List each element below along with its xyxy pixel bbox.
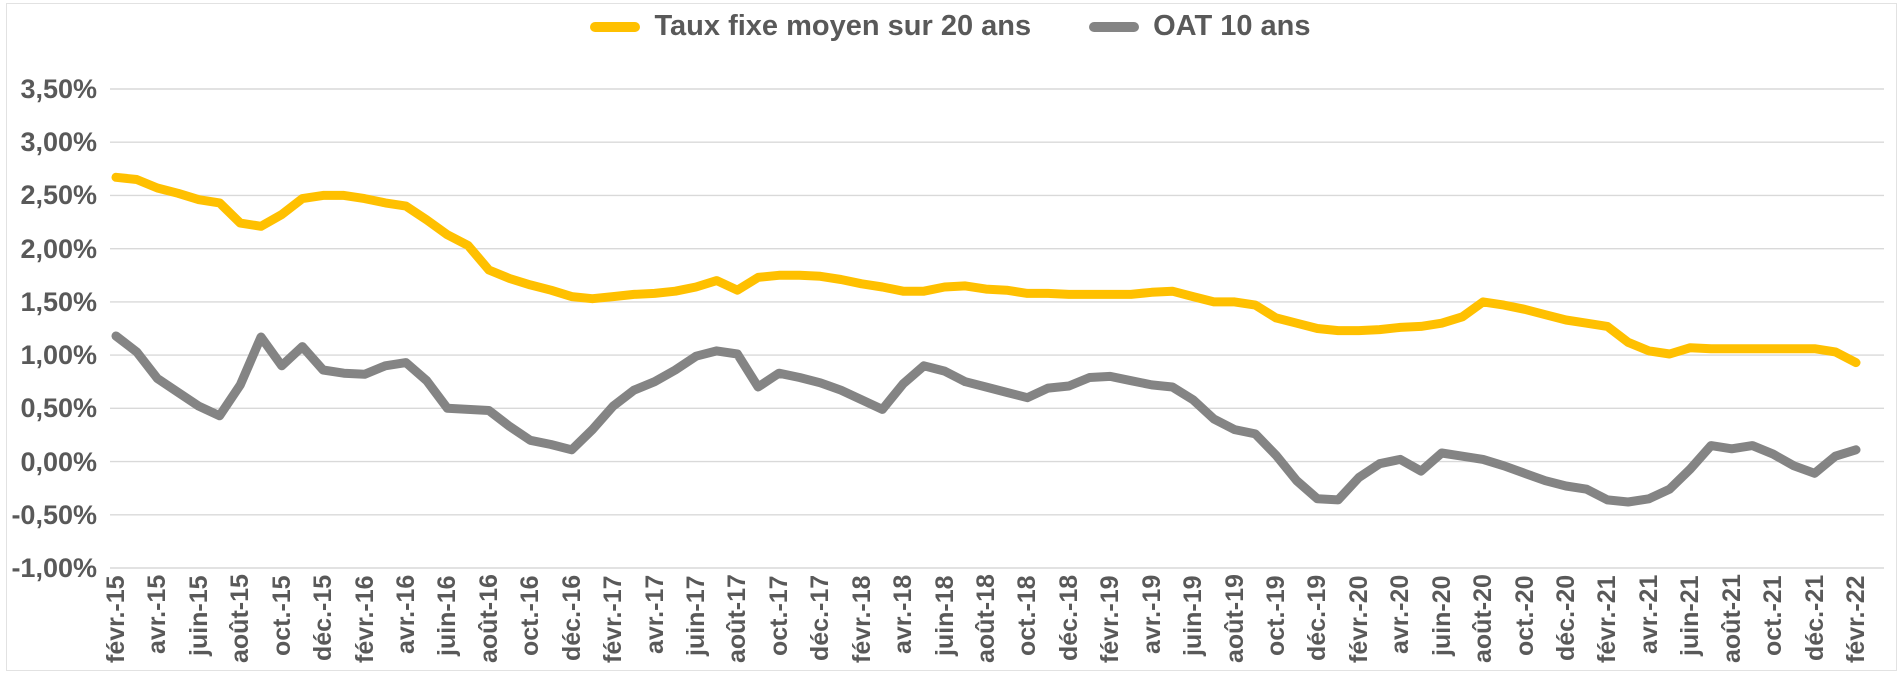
series-line-oat xyxy=(111,331,1861,507)
x-tick-label: déc.-21 xyxy=(1800,575,1829,662)
legend: Taux fixe moyen sur 20 ans OAT 10 ans xyxy=(0,10,1901,43)
y-tick-label: -0,50% xyxy=(11,499,97,530)
x-tick-label: oct.-21 xyxy=(1759,575,1788,656)
legend-label-oat: OAT 10 ans xyxy=(1153,10,1311,42)
x-tick-label: févr.-15 xyxy=(102,575,130,663)
x-tick-label: avr.-15 xyxy=(143,575,172,655)
x-tick-label: févr.-17 xyxy=(599,575,628,663)
legend-swatch-taux-fixe xyxy=(590,21,641,32)
x-tick-label: avr.-16 xyxy=(392,575,420,655)
x-tick-label: oct.-15 xyxy=(267,575,296,656)
x-tick-label: déc.-19 xyxy=(1303,575,1332,662)
x-tick-label: juin-15 xyxy=(184,575,213,656)
x-tick-label: juin-18 xyxy=(930,575,959,656)
x-tick-label: févr.-19 xyxy=(1096,575,1125,663)
y-tick-label: 0,00% xyxy=(20,446,97,477)
x-tick-label: déc.-15 xyxy=(309,575,338,662)
x-tick-label: oct.-16 xyxy=(516,575,545,656)
y-tick-label: 1,00% xyxy=(20,340,97,371)
y-tick-label: 2,50% xyxy=(20,180,97,211)
x-tick-label: févr.-20 xyxy=(1344,575,1373,663)
y-tick-label: 3,50% xyxy=(20,74,97,104)
x-tick-label: avr.-19 xyxy=(1137,575,1166,655)
legend-item-oat: OAT 10 ans xyxy=(1089,10,1311,43)
x-tick-label: juin-20 xyxy=(1427,575,1456,656)
y-tick-label: 2,00% xyxy=(20,233,97,264)
x-tick-label: août-19 xyxy=(1220,574,1249,663)
x-tick-label: avr.-21 xyxy=(1634,575,1663,655)
x-tick-label: févr.-22 xyxy=(1842,575,1870,663)
x-tick-label: août-17 xyxy=(723,574,752,663)
y-tick-label: 1,50% xyxy=(20,286,97,317)
x-tick-label: déc.-20 xyxy=(1552,575,1580,662)
x-tick-label: oct.-19 xyxy=(1262,575,1290,656)
x-tick-label: déc.-16 xyxy=(557,575,586,662)
x-tick-label: juin-17 xyxy=(682,575,710,656)
x-tick-label: avr.-20 xyxy=(1386,575,1415,655)
x-tick-label: déc.-18 xyxy=(1054,575,1083,662)
x-tick-label: oct.-17 xyxy=(764,575,793,656)
x-tick-label: oct.-18 xyxy=(1013,575,1042,656)
x-tick-label: févr.-16 xyxy=(350,575,379,663)
x-tick-label: déc.-17 xyxy=(806,575,835,662)
x-tick-label: févr.-18 xyxy=(847,575,876,663)
x-tick-label: févr.-21 xyxy=(1593,575,1622,663)
x-tick-label: août-21 xyxy=(1717,574,1746,663)
y-tick-label: -1,00% xyxy=(11,553,97,583)
y-tick-label: 3,00% xyxy=(20,127,97,158)
x-tick-label: avr.-17 xyxy=(640,575,669,655)
x-tick-label: août-18 xyxy=(972,574,1000,663)
series-line-taux-fixe xyxy=(111,172,1861,368)
x-tick-label: juin-16 xyxy=(433,575,462,656)
x-tick-label: août-16 xyxy=(474,574,503,663)
legend-item-taux-fixe: Taux fixe moyen sur 20 ans xyxy=(590,10,1031,43)
x-tick-label: août-20 xyxy=(1469,574,1498,663)
y-tick-label: 0,50% xyxy=(20,393,97,424)
x-tick-label: avr.-18 xyxy=(889,575,918,655)
legend-swatch-oat xyxy=(1089,21,1140,32)
x-tick-label: oct.-20 xyxy=(1510,575,1539,656)
x-tick-label: juin-21 xyxy=(1676,575,1705,656)
legend-label-taux-fixe: Taux fixe moyen sur 20 ans xyxy=(654,10,1032,42)
x-tick-label: août-15 xyxy=(226,574,255,663)
x-tick-label: juin-19 xyxy=(1179,575,1208,656)
